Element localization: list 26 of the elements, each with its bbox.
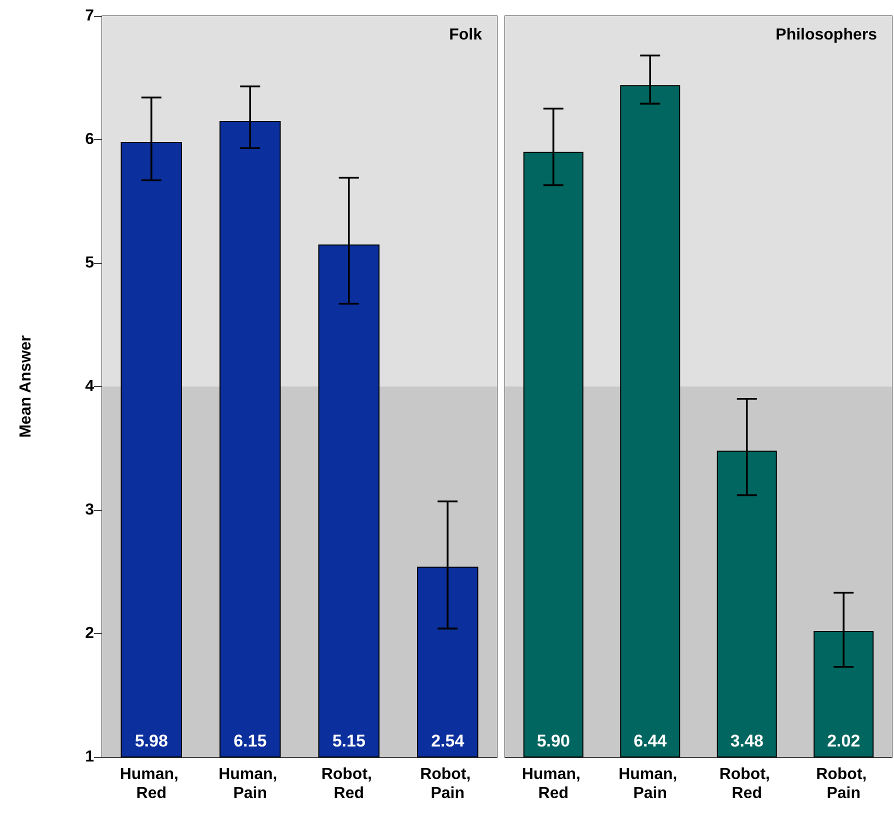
x-tick-label: Robot, Red [321, 766, 376, 802]
data-label: 3.48 [730, 732, 764, 750]
text: Folk [449, 26, 482, 44]
x-tick-label: Robot, Pain [420, 766, 476, 802]
data-label: 2.02 [827, 732, 860, 750]
y-tick-label: 2 [85, 625, 94, 642]
y-tick-label: 3 [85, 502, 94, 518]
y-tick-label: 1 [85, 748, 94, 766]
data-label: 5.15 [332, 732, 366, 750]
x-tick-label: Robot, Pain [816, 766, 872, 802]
y-tick-label: 6 [85, 131, 94, 148]
y-tick-label: 5 [85, 254, 94, 272]
y-tick-label: 7 [85, 8, 94, 24]
data-label: 2.54 [431, 732, 465, 750]
data-label: 6.15 [234, 732, 267, 750]
x-tick-label: Human, Pain [218, 766, 282, 802]
y-tick-label: 4 [85, 378, 94, 395]
data-label: 5.98 [134, 732, 168, 750]
y-axis-title: Mean Answer [18, 335, 34, 438]
x-tick-label: Robot, Red [719, 766, 774, 802]
data-label: 5.90 [536, 732, 570, 750]
text: Philosophers [776, 26, 878, 44]
x-tick-label: Human, Pain [618, 766, 682, 802]
x-tick-label: Human, Red [120, 766, 183, 802]
data-label: 6.44 [634, 732, 668, 750]
x-tick-label: Human, Red [522, 766, 585, 802]
